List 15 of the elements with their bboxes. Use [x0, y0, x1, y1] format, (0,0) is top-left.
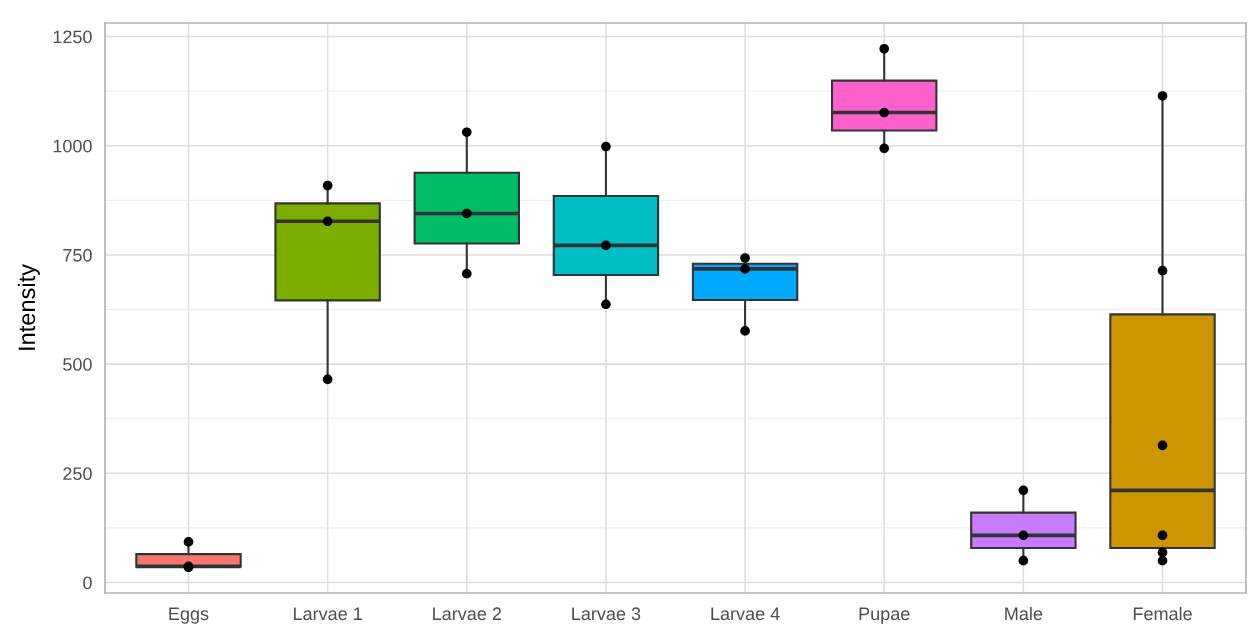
- x-tick-label: Male: [1005, 606, 1043, 621]
- x-tick-label: Female: [1133, 606, 1192, 621]
- x-tick-label: Eggs: [169, 607, 209, 624]
- x-tick-label: Larvae 4: [711, 607, 780, 621]
- x-tick-label: Pupae: [859, 607, 910, 624]
- y-tick-label: 250: [63, 467, 92, 481]
- y-tick-label: 1000: [53, 139, 92, 153]
- x-tick-label: Larvae 2: [433, 607, 502, 621]
- y-tick-label: 0: [83, 576, 92, 590]
- x-tick-label: Larvae 3: [572, 607, 641, 621]
- y-tick-label: 750: [63, 248, 92, 262]
- x-tick-label: Larvae 1: [293, 607, 362, 621]
- y-axis-title: Intensity: [17, 264, 40, 350]
- y-tick-label: 500: [63, 358, 92, 371]
- y-tick-label: 1250: [53, 30, 92, 44]
